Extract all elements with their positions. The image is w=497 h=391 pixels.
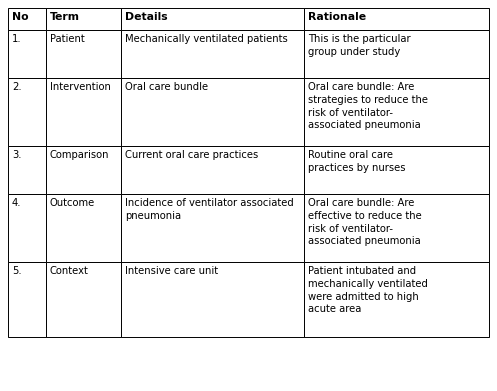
Text: Routine oral care
practices by nurses: Routine oral care practices by nurses xyxy=(308,150,406,173)
Text: 2.: 2. xyxy=(12,82,22,92)
Bar xyxy=(121,78,304,146)
Bar xyxy=(121,8,304,30)
Text: Oral care bundle: Are
strategies to reduce the
risk of ventilator-
associated pn: Oral care bundle: Are strategies to redu… xyxy=(308,82,428,131)
Bar xyxy=(304,194,489,262)
Bar xyxy=(121,194,304,262)
Text: Oral care bundle: Oral care bundle xyxy=(125,82,208,92)
Text: Mechanically ventilated patients: Mechanically ventilated patients xyxy=(125,34,288,44)
Text: Intervention: Intervention xyxy=(50,82,111,92)
Bar xyxy=(121,30,304,78)
Text: Outcome: Outcome xyxy=(50,198,95,208)
Bar xyxy=(304,8,489,30)
Bar xyxy=(46,194,121,262)
Text: No: No xyxy=(12,12,29,22)
Bar xyxy=(8,146,46,194)
Bar xyxy=(121,262,304,337)
Text: Context: Context xyxy=(50,266,89,276)
Bar xyxy=(304,30,489,78)
Bar xyxy=(8,30,46,78)
Text: Patient intubated and
mechanically ventilated
were admitted to high
acute area: Patient intubated and mechanically venti… xyxy=(308,266,428,314)
Bar xyxy=(304,262,489,337)
Text: Comparison: Comparison xyxy=(50,150,109,160)
Text: 4.: 4. xyxy=(12,198,21,208)
Text: Patient: Patient xyxy=(50,34,85,44)
Text: 3.: 3. xyxy=(12,150,21,160)
Text: Oral care bundle: Are
effective to reduce the
risk of ventilator-
associated pne: Oral care bundle: Are effective to reduc… xyxy=(308,198,422,246)
Bar xyxy=(8,194,46,262)
Bar xyxy=(8,8,46,30)
Text: Rationale: Rationale xyxy=(308,12,366,22)
Bar xyxy=(46,78,121,146)
Text: 1.: 1. xyxy=(12,34,22,44)
Text: This is the particular
group under study: This is the particular group under study xyxy=(308,34,411,57)
Bar xyxy=(304,78,489,146)
Text: Intensive care unit: Intensive care unit xyxy=(125,266,218,276)
Text: Details: Details xyxy=(125,12,167,22)
Text: Incidence of ventilator associated
pneumonia: Incidence of ventilator associated pneum… xyxy=(125,198,294,221)
Text: Current oral care practices: Current oral care practices xyxy=(125,150,258,160)
Bar xyxy=(46,146,121,194)
Bar xyxy=(8,262,46,337)
Text: 5.: 5. xyxy=(12,266,22,276)
Bar xyxy=(121,146,304,194)
Bar xyxy=(304,146,489,194)
Bar xyxy=(46,8,121,30)
Bar xyxy=(46,30,121,78)
Text: Term: Term xyxy=(50,12,80,22)
Bar xyxy=(46,262,121,337)
Bar xyxy=(8,78,46,146)
